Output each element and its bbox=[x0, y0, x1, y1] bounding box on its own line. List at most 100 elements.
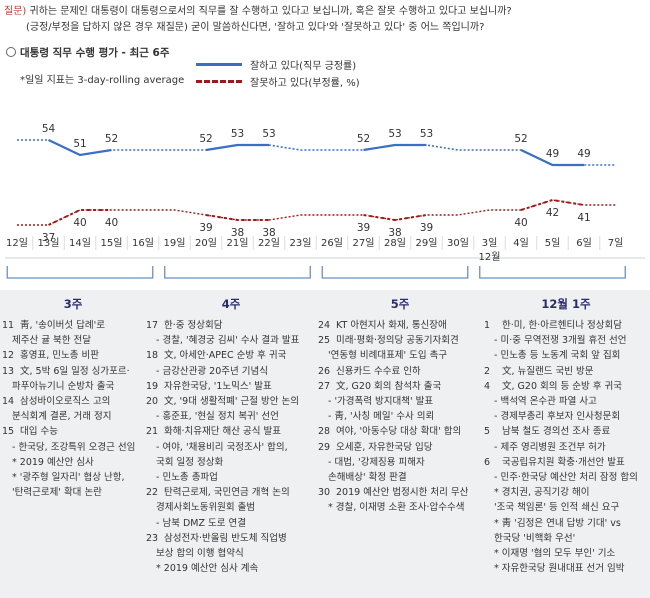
event-item: 23 삼성전자·반올림 반도체 직업병 bbox=[146, 531, 316, 546]
event-text: - 금강산관광 20주년 기념식 bbox=[156, 365, 268, 377]
event-text: - 민주·한국당 예산안 처리 잠정 합의 bbox=[494, 472, 638, 484]
event-text: '연동형 비례대표제' 도입 촉구 bbox=[328, 350, 448, 362]
event-item: - 제주 영리병원 조건부 허가 bbox=[484, 440, 648, 455]
x-tick-label: 14일 bbox=[69, 237, 91, 249]
approval-line-chart: 54 51 52 52 53 53 52 53 53 52 49 49 37 40 40 39 38 38 39 38… bbox=[5, 123, 645, 279]
event-text: 한국당 '비핵화 우선' bbox=[494, 532, 576, 544]
week-column-2: 4주 17 한·중 정상회담 - 경찰, '혜경궁 김씨' 수사 결과 발표 18 文, … bbox=[146, 290, 316, 576]
legend-label-negative: 잘못하고 있다(부정률, %) bbox=[250, 78, 360, 89]
x-tick-label: 16일 bbox=[132, 237, 154, 249]
x-tick-label: 21일 bbox=[227, 237, 249, 249]
event-day: 30 bbox=[318, 487, 331, 499]
event-item: - 대법, '강제징용 피해자 bbox=[318, 455, 482, 470]
event-text: 삼성전자·반올림 반도체 직업병 bbox=[164, 532, 287, 544]
event-text: 손해배상' 확정 판결 bbox=[328, 472, 407, 484]
event-day: 12 bbox=[2, 350, 15, 362]
event-text: 靑, '송이버섯 답례'로 bbox=[20, 320, 105, 331]
legend-label-positive: 잘하고 있다(직무 긍정률) bbox=[250, 61, 357, 72]
event-day: 2 bbox=[484, 365, 491, 377]
event-text: * 경치권, 공직기강 해이 bbox=[494, 487, 590, 499]
x-tick-label: 28일 bbox=[384, 237, 406, 249]
event-item: * 경찰, 이재명 소환 조사·압수수색 bbox=[318, 500, 482, 515]
series-line-positive-week-3 bbox=[363, 143, 427, 152]
data-label-negative: 39 bbox=[199, 222, 212, 234]
event-text: * 이재명 '혐의 모두 부인' 기소 bbox=[494, 548, 616, 560]
event-text: 국공립유치원 확충·개선안 발표 bbox=[502, 456, 625, 468]
x-tick-label: 20일 bbox=[195, 237, 217, 249]
event-text: 홍영표, 민노총 비판 bbox=[20, 350, 99, 362]
event-text: 文, 뉴질랜드 국빈 방문 bbox=[502, 365, 594, 377]
series-line-negative-dotted bbox=[17, 199, 616, 226]
event-item: 22 탄력근로제, 국민연금 개혁 논의 bbox=[146, 485, 316, 500]
event-text: 보상 합의 이행 협약식 bbox=[156, 548, 244, 560]
x-tick-label: 5일 bbox=[545, 237, 561, 249]
event-text: - 여야, '채용비리 국정조사' 합의, bbox=[156, 441, 288, 453]
x-tick-label: 6일 bbox=[576, 237, 592, 249]
x-tick-label: 12일 bbox=[6, 237, 28, 249]
event-text: * 경찰, 이재명 소환 조사·압수수색 bbox=[328, 502, 465, 514]
event-item: '연동형 비례대표제' 도입 촉구 bbox=[318, 348, 482, 363]
x-tick-label: 19일 bbox=[164, 237, 186, 249]
event-text: * 2019 예산안 심사 bbox=[12, 456, 94, 468]
event-text: - 靑, '사칭 메일' 수사 의뢰 bbox=[328, 411, 435, 423]
data-label-positive: 49 bbox=[546, 148, 559, 160]
event-item: * 2019 예산안 심사 bbox=[2, 455, 144, 470]
event-item: - '가경폭력 방지대책' 발표 bbox=[318, 394, 482, 409]
event-day: 19 bbox=[146, 380, 159, 392]
event-text: - 홍준표, '현실 정치 복귀' 선언 bbox=[156, 411, 279, 423]
legend-swatch-negative bbox=[196, 80, 242, 83]
event-day: 14 bbox=[2, 396, 15, 408]
data-label-negative: 42 bbox=[546, 207, 559, 219]
data-label-positive: 52 bbox=[357, 133, 370, 145]
event-text: 文, '9대 생활적폐' 근절 방안 논의 bbox=[164, 396, 300, 408]
event-text: 탄력근로제, 국민연금 개혁 논의 bbox=[164, 487, 290, 499]
event-text: * 靑 '김정은 연내 답방 기대' vs bbox=[494, 517, 621, 529]
event-day: 20 bbox=[146, 396, 159, 408]
data-label-positive: 53 bbox=[388, 128, 401, 140]
legend-item-positive: 잘하고 있다(직무 긍정률) bbox=[196, 56, 360, 73]
event-item: - 경찰, '혜경궁 김씨' 수사 결과 발표 bbox=[146, 333, 316, 348]
event-text: 자유한국당, '1노믹스' 발표 bbox=[164, 380, 272, 392]
week-bracket-2 bbox=[164, 266, 311, 279]
x-tick-label: 26일 bbox=[321, 237, 343, 249]
event-text: 제주산 귤 북한 전달 bbox=[12, 335, 91, 347]
event-text: 한·미, 한·아르헨티나 정상회담 bbox=[502, 320, 622, 331]
event-text: - '가경폭력 방지대책' 발표 bbox=[328, 396, 434, 408]
event-text: 2019 예산안 법정시한 처리 무산 bbox=[336, 487, 469, 499]
event-item: - 경제부총리 후보자 인사청문회 bbox=[484, 409, 648, 424]
event-item: 국회 일정 정상화 bbox=[146, 455, 316, 470]
event-day: 21 bbox=[146, 426, 159, 438]
event-text: - 제주 영리병원 조건부 허가 bbox=[494, 441, 606, 453]
series-line-positive-week-4 bbox=[520, 149, 584, 167]
event-day: 28 bbox=[318, 426, 331, 438]
legend-swatch-positive bbox=[196, 63, 242, 66]
event-text: - 경제부총리 후보자 인사청문회 bbox=[494, 411, 621, 423]
event-text: 남북 철도 경의선 조사 종료 bbox=[502, 426, 611, 438]
event-day: 26 bbox=[318, 365, 331, 377]
event-item: 경제사회노동위원회 출범 bbox=[146, 500, 316, 515]
x-tick-label: 29일 bbox=[416, 237, 438, 249]
chart-legend: 잘하고 있다(직무 긍정률) 잘못하고 있다(부정률, %) bbox=[196, 56, 360, 90]
data-label-positive: 51 bbox=[73, 138, 86, 150]
event-text: 대입 수능 bbox=[20, 426, 58, 438]
data-label-positive: 53 bbox=[420, 128, 433, 140]
event-text: - 민노총 총파업 bbox=[156, 472, 218, 484]
event-item: * 2019 예산안 심사 계속 bbox=[146, 561, 316, 576]
event-text: 분식회계 결론, 거래 정지 bbox=[12, 411, 112, 423]
data-label-negative: 40 bbox=[73, 217, 86, 229]
x-tick-label: 3일 bbox=[482, 237, 498, 249]
question-line-1: 귀하는 문제인 대통령이 대통령으로서의 직무를 잘 수행하고 있다고 보십니까… bbox=[29, 6, 512, 17]
event-text: 파푸아뉴기니 순방차 출국 bbox=[12, 380, 115, 392]
event-text: - 백석역 온수관 파열 사고 bbox=[494, 396, 597, 408]
event-item: 11 靑, '송이버섯 답례'로 bbox=[2, 318, 144, 333]
series-line-negative-week-1 bbox=[48, 209, 112, 226]
event-text: - 대법, '강제징용 피해자 bbox=[328, 456, 425, 468]
event-day: 24 bbox=[318, 320, 331, 331]
data-label-positive: 52 bbox=[199, 133, 212, 145]
event-item: * 경치권, 공직기강 해이 bbox=[484, 485, 648, 500]
data-label-positive: 52 bbox=[105, 133, 118, 145]
event-item: - 민노총 총파업 bbox=[146, 470, 316, 485]
week-column-3: 5주 24 KT 아현지사 화재, 통신장애 25 미래·평화·정의당 공동기자회견 '연… bbox=[318, 290, 482, 516]
week-title: 3주 bbox=[63, 297, 83, 311]
